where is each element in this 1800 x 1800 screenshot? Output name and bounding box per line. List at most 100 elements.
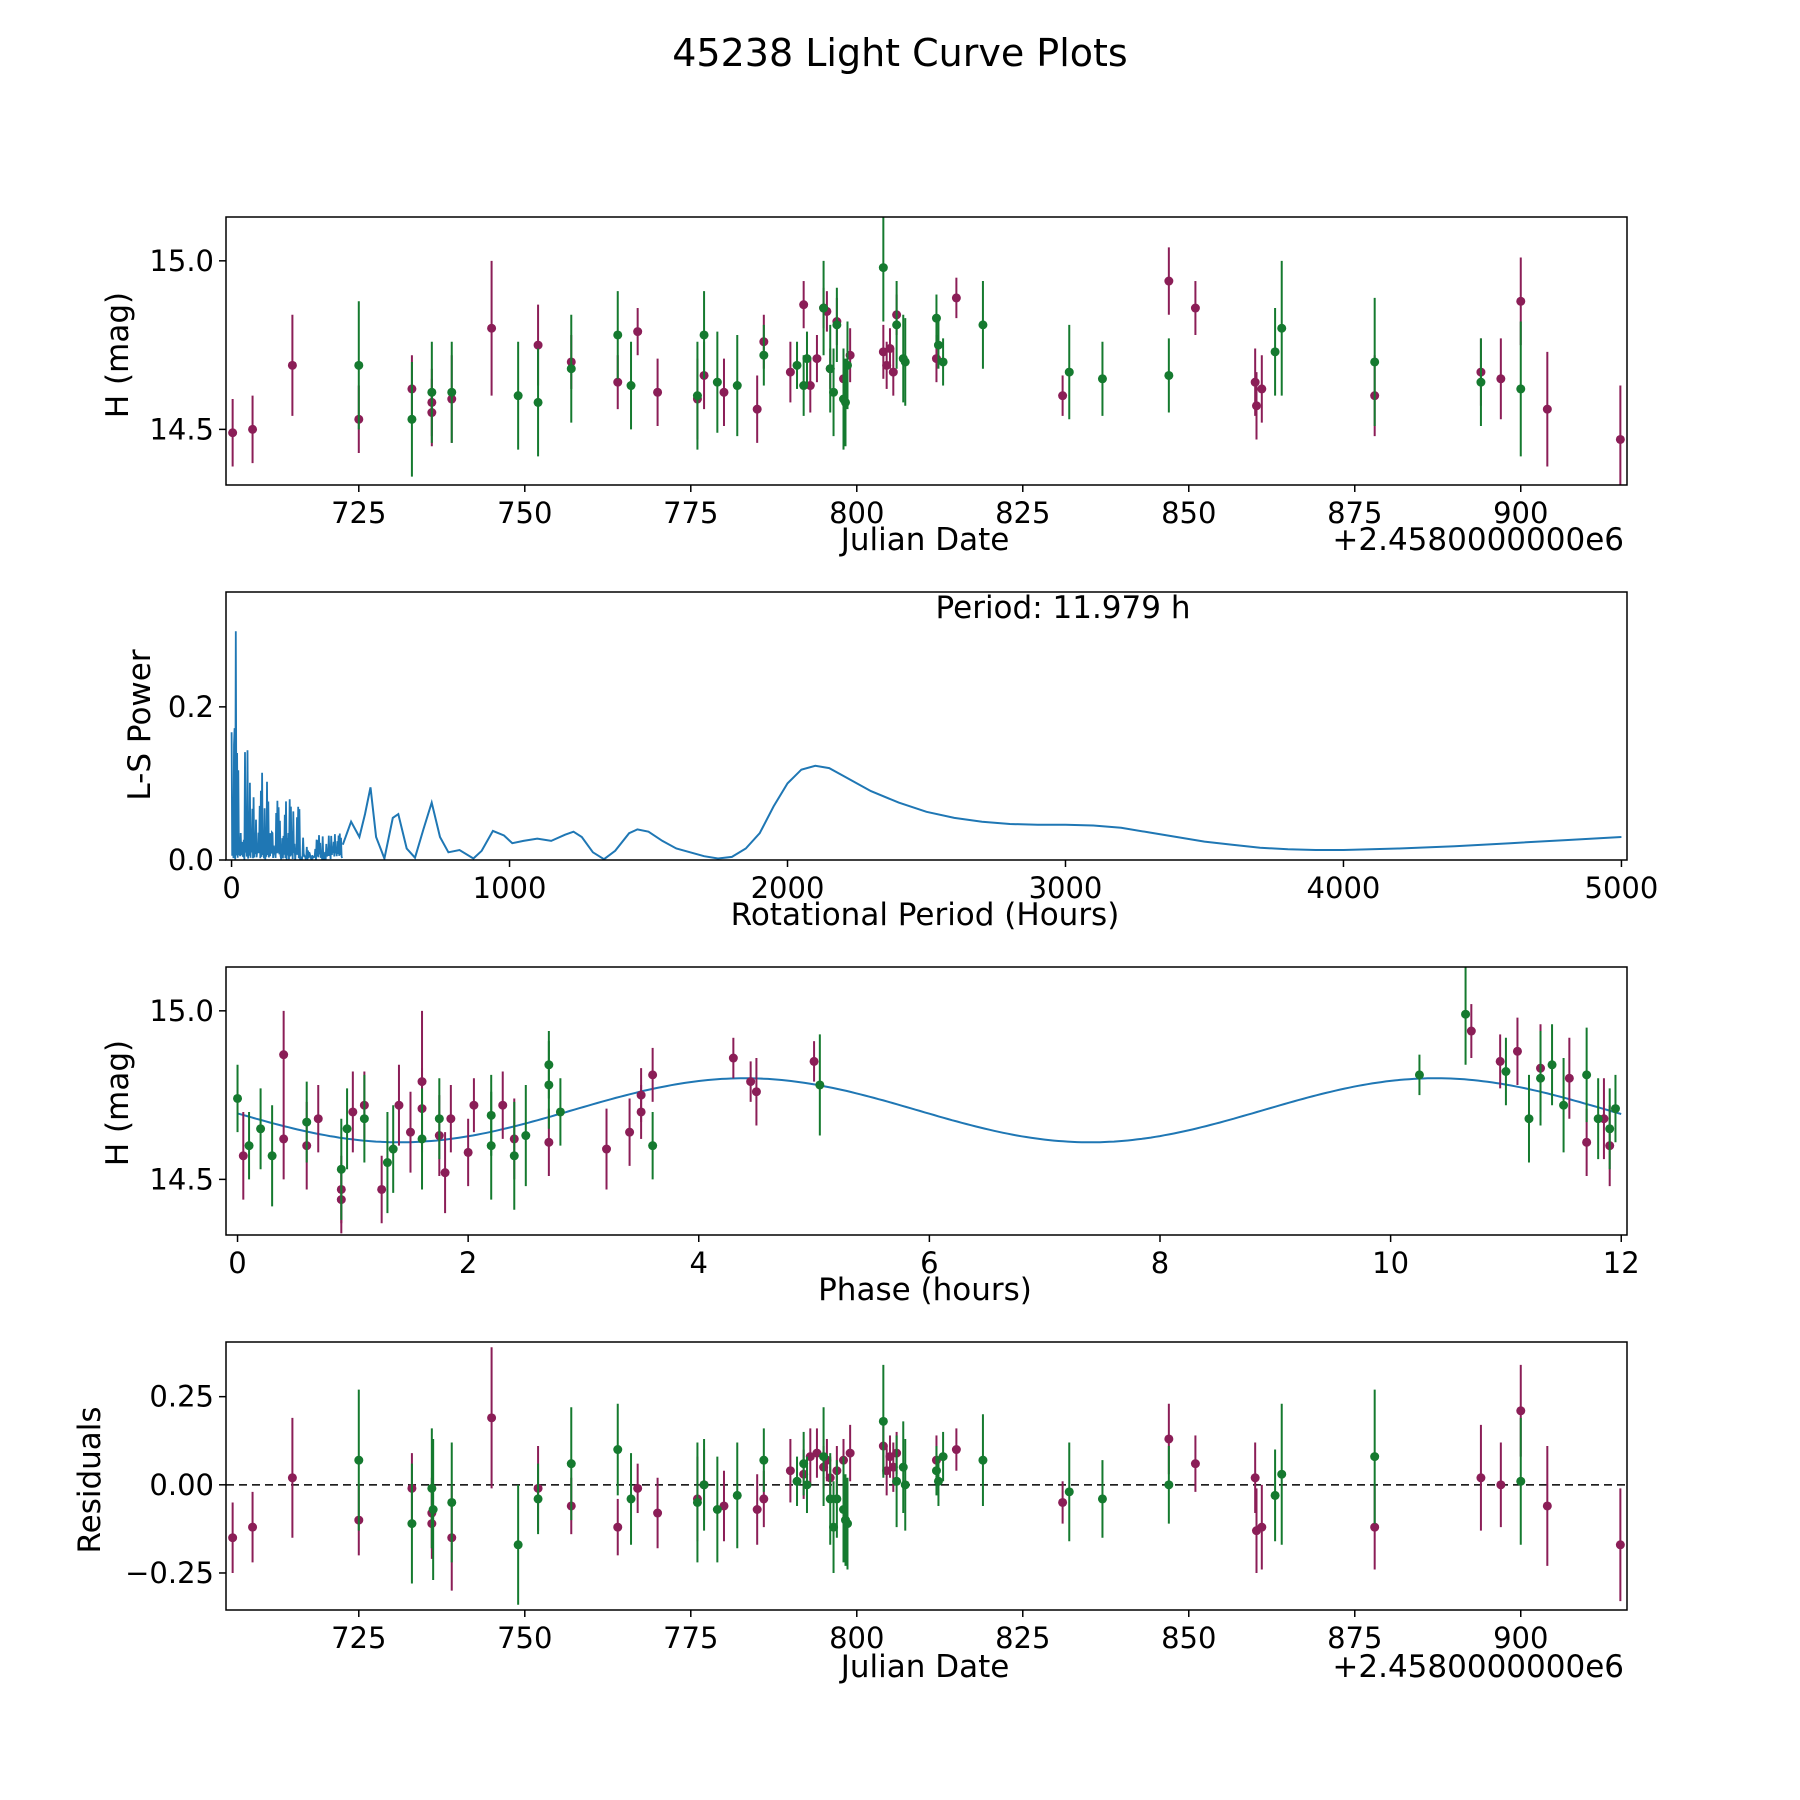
data-point [759,1455,769,1465]
data-point [1615,1540,1625,1550]
data-point [842,1519,852,1529]
data-point [244,1141,254,1151]
data-point [354,1455,364,1465]
data-point [719,387,729,397]
series-series-b [233,967,1620,1220]
data-point [938,1452,948,1462]
x-tick-label: 0 [228,1246,246,1280]
data-point [633,327,643,337]
data-point [1466,1026,1476,1036]
data-point [845,1448,855,1458]
data-point [1582,1137,1592,1147]
data-point [498,1100,508,1110]
data-point [931,1466,941,1476]
x-axis-label: Rotational Period (Hours) [731,897,1120,933]
data-point [1250,1473,1260,1483]
data-point [336,1164,346,1174]
x-tick-label: 10 [1372,1246,1409,1280]
data-point [1516,384,1526,394]
data-point [228,428,238,438]
data-point [892,1476,902,1486]
data-point [613,377,623,387]
data-point [1496,1480,1506,1490]
y-tick-label: 0.25 [149,1380,214,1414]
data-point [840,397,850,407]
data-point [648,1070,658,1080]
data-point [759,1494,769,1504]
plot-area [228,217,1625,485]
x-offset-label: +2.4580000000e6 [1332,522,1624,558]
data-point [825,364,835,374]
data-point [1277,323,1287,333]
data-point [888,1462,898,1472]
data-point [1512,1046,1522,1056]
data-point [819,303,829,313]
y-tick-label: 15.0 [149,994,214,1028]
data-point [892,320,902,330]
data-point [900,357,910,367]
figure-title: 45238 Light Curve Plots [672,31,1127,75]
data-point [613,330,623,340]
y-tick-label: 0.00 [149,1468,214,1502]
data-point [1257,384,1267,394]
x-tick-label: 12 [1603,1246,1640,1280]
data-point [799,1459,809,1469]
data-point [626,1494,636,1504]
data-point [633,1483,643,1493]
data-point [898,1462,908,1472]
plot-area [233,967,1622,1234]
data-point [513,391,523,401]
data-point [812,1448,822,1458]
data-point [712,377,722,387]
data-point [819,1452,829,1462]
data-point [1605,1124,1615,1134]
data-point [544,1060,554,1070]
data-point [728,1053,738,1063]
plot-frame [225,966,1628,1236]
series-series-a [228,1347,1625,1602]
data-point [427,387,437,397]
data-point [555,1107,565,1117]
x-tick-label: 8 [1151,1246,1169,1280]
x-tick-label: 1000 [473,871,547,905]
data-point [566,364,576,374]
data-point [267,1151,277,1161]
phase-curve-panel: Phase (hours) H (mag) 0 2 4 6 8 10 12 14.5 15.0 [100,966,1640,1308]
data-point [1536,1073,1546,1083]
data-point [1270,347,1280,357]
x-tick-label: 875 [1327,1621,1382,1655]
x-tick-label: 2000 [751,871,825,905]
data-point [405,1127,415,1137]
data-point [279,1050,289,1060]
data-point [1164,370,1174,380]
data-point [287,1473,297,1483]
y-axis-label: L-S Power [122,649,158,800]
data-point [521,1131,531,1141]
data-point [1516,1476,1526,1486]
data-point [313,1114,323,1124]
data-point [533,340,543,350]
data-point [1164,1480,1174,1490]
data-point [1501,1067,1511,1077]
data-point [885,343,895,353]
data-point [427,1483,437,1493]
data-point [533,1494,543,1504]
periodogram-line [341,764,1622,860]
x-tick-label: 725 [331,496,386,530]
data-point [951,293,961,303]
data-point [613,1445,623,1455]
plot-frame [225,1341,1628,1611]
data-point [1270,1490,1280,1500]
data-point [842,360,852,370]
series-series-b [354,217,1526,477]
data-point [900,1480,910,1490]
x-tick-label: 6 [920,1246,938,1280]
data-point [233,1093,243,1103]
y-tick-label: 14.5 [149,1162,214,1196]
y-tick-label: 15.0 [149,244,214,278]
data-point [1064,367,1074,377]
series-series-b [354,1364,1526,1605]
data-point [878,1416,888,1426]
data-point [1542,404,1552,414]
